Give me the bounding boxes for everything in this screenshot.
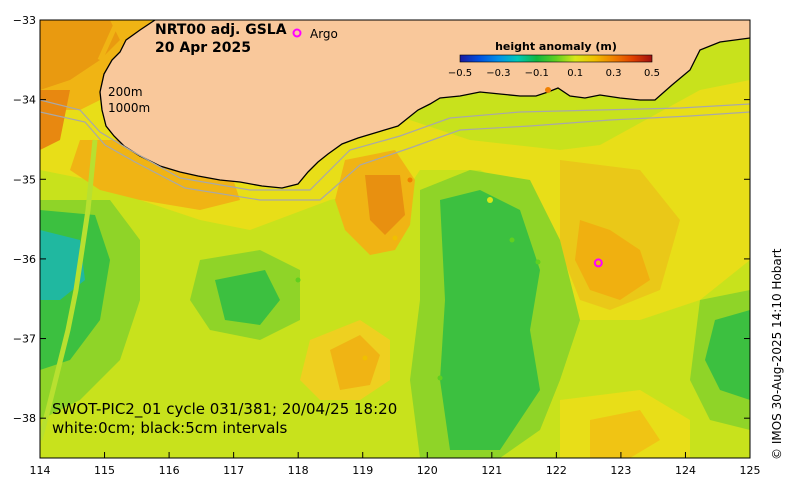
- x-axis: 114 115 116 117 118 119 120 121 122 123 124 125: [30, 452, 761, 477]
- track-point: [362, 355, 368, 361]
- colorbar-tick-label: 0.1: [567, 68, 583, 79]
- contour-label-1000m: 1000m: [108, 101, 150, 115]
- track-point: [535, 259, 541, 265]
- y-tick-label: −33: [13, 14, 36, 27]
- green-mid-core: [215, 270, 280, 325]
- y-tick-label: −35: [13, 173, 36, 186]
- track-point: [407, 177, 413, 183]
- colorbar-ticks: −0.5 −0.3 −0.1 0.1 0.3 0.5: [448, 68, 660, 79]
- swot-caption: SWOT-PIC2_01 cycle 031/381; 20/04/25 18:…: [52, 400, 397, 419]
- orange-eddy-south: [330, 335, 380, 390]
- x-tick-label: 125: [740, 464, 761, 477]
- orange-eddy-mid-core: [365, 175, 405, 235]
- contour-label-200m: 200m: [108, 85, 143, 99]
- swot-swath-north: [97, 20, 121, 62]
- argo-legend-icon: [292, 28, 302, 38]
- colorbar: height anomaly (m) −0.5 −0.3 −0.1 0.1 0.3 0.5: [448, 40, 660, 79]
- argo-float-marker: [593, 258, 603, 268]
- colorbar-tick-label: 0.5: [644, 68, 660, 79]
- x-tick-label: 119: [352, 464, 373, 477]
- orange-eddy-east: [575, 220, 650, 300]
- colorbar-tick-label: 0.3: [606, 68, 622, 79]
- contour-200m: [40, 99, 750, 191]
- teal-west: [40, 230, 85, 300]
- orange-nw-core: [40, 20, 120, 90]
- track-point: [545, 87, 551, 93]
- y-tick-label: −37: [13, 333, 36, 346]
- x-tick-label: 121: [481, 464, 502, 477]
- track-point: [509, 237, 515, 243]
- colorbar-tick-label: −0.1: [525, 68, 549, 79]
- track-point: [392, 235, 398, 241]
- swot-swath: [40, 139, 98, 441]
- plot-area: [40, 20, 750, 458]
- contour-1000m: [40, 111, 750, 201]
- y-tick-label: −38: [13, 412, 36, 425]
- plot-frame: [39, 19, 751, 459]
- x-tick-label: 118: [288, 464, 309, 477]
- y-tick-label: −36: [13, 253, 36, 266]
- x-tick-label: 114: [30, 464, 51, 477]
- x-tick-label: 117: [223, 464, 244, 477]
- credit-text: © IMOS 30-Aug-2025 14:10 Hobart: [770, 248, 784, 460]
- track-point: [295, 277, 301, 283]
- x-tick-label: 116: [159, 464, 180, 477]
- x-tick-label: 115: [94, 464, 115, 477]
- map-date: 20 Apr 2025: [155, 40, 251, 56]
- map-title: NRT00 adj. GSLA: [155, 22, 287, 38]
- orange-southeast: [590, 410, 660, 458]
- swot-interval-note: white:0cm; black:5cm intervals: [52, 419, 288, 437]
- x-tick-label: 120: [417, 464, 438, 477]
- colorbar-gradient: [459, 54, 653, 63]
- track-markers: [295, 87, 551, 381]
- orange-west-edge: [40, 90, 70, 150]
- x-tick-label: 123: [610, 464, 631, 477]
- green-east-core: [705, 310, 750, 400]
- colorbar-tick-label: −0.3: [486, 68, 510, 79]
- colorbar-title: height anomaly (m): [495, 40, 617, 53]
- track-point: [437, 375, 443, 381]
- coastline: [99, 20, 750, 189]
- argo-legend-label: Argo: [310, 27, 338, 41]
- y-axis: −33 −34 −35 −36 −37 −38: [13, 14, 750, 425]
- y-tick-label: −34: [13, 94, 36, 107]
- track-point: [487, 197, 493, 203]
- x-tick-label: 124: [675, 464, 696, 477]
- green-central-core: [440, 190, 540, 450]
- x-tick-label: 122: [546, 464, 567, 477]
- colorbar-tick-label: −0.5: [448, 68, 472, 79]
